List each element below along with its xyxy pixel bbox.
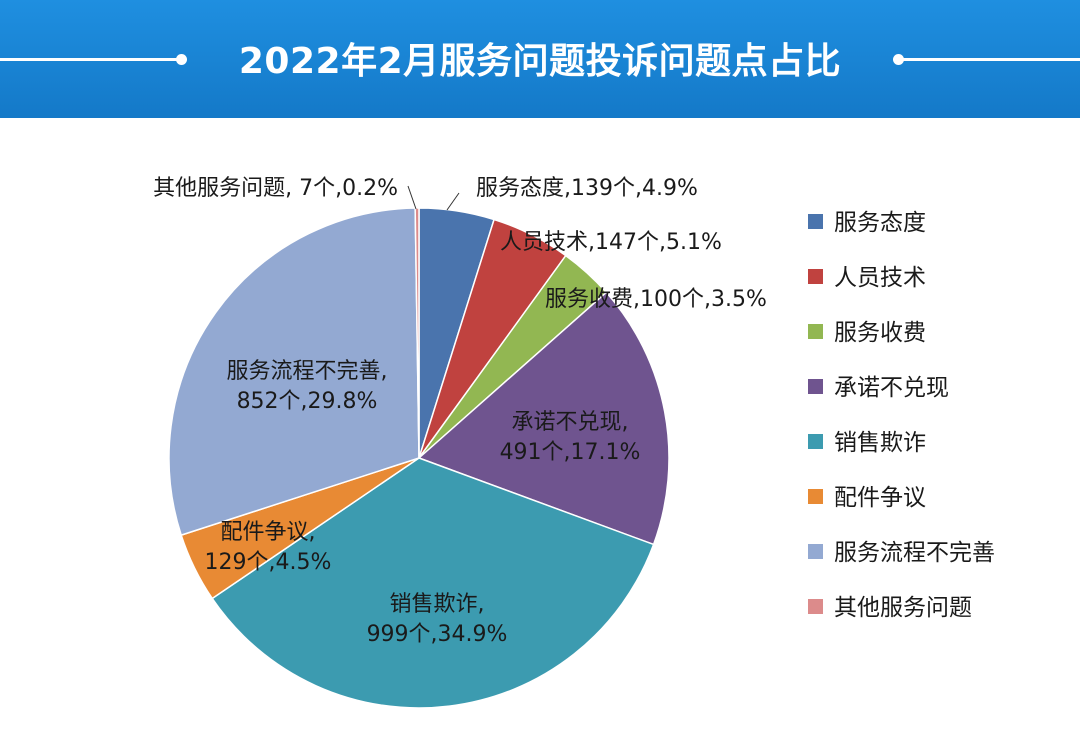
- legend-label-slice-8: 其他服务问题: [834, 595, 972, 621]
- data-label-slice-3: 服务收费,100个,3.5%: [545, 287, 767, 312]
- chart-panel: 服务态度,139个,4.9% 人员技术,147个,5.1% 服务收费,100个,3.…: [0, 118, 1080, 746]
- legend-label-slice-3: 服务收费: [834, 320, 926, 346]
- title-banner: 2022年2月服务问题投诉问题点占比: [0, 0, 1080, 118]
- leader-line-slice-8: [407, 185, 417, 210]
- legend-swatch-slice-7: [808, 544, 823, 559]
- legend-swatch-slice-1: [808, 214, 823, 229]
- data-label-slice-2: 人员技术,147个,5.1%: [500, 230, 722, 255]
- pie-slice-5: [211, 457, 655, 709]
- pie-slice-7: [168, 207, 420, 537]
- chart-title: 2022年2月服务问题投诉问题点占比: [238, 41, 842, 82]
- legend-label-slice-4: 承诺不兑现: [834, 375, 949, 401]
- data-label-slice-1: 服务态度,139个,4.9%: [476, 176, 698, 201]
- banner-rule-right: [902, 58, 1080, 61]
- legend-swatch-slice-2: [808, 269, 823, 284]
- legend-swatch-slice-4: [808, 379, 823, 394]
- pie-chart: 服务态度,139个,4.9% 人员技术,147个,5.1% 服务收费,100个,3.…: [153, 176, 995, 709]
- data-label-slice-6: 配件争议, 129个,4.5%: [205, 520, 332, 575]
- data-label-slice-8: 其他服务问题, 7个,0.2%: [153, 176, 398, 201]
- data-label-slice-5: 销售欺诈, 999个,34.9%: [367, 592, 508, 647]
- legend-label-slice-7: 服务流程不完善: [834, 540, 995, 566]
- legend-swatch-slice-3: [808, 324, 823, 339]
- legend-label-slice-1: 服务态度: [834, 210, 926, 236]
- legend-label-slice-6: 配件争议: [834, 485, 926, 511]
- leader-line-slice-1: [446, 192, 460, 211]
- legend-swatch-slice-8: [808, 599, 823, 614]
- banner-dot-right: [893, 54, 904, 65]
- banner-dot-left: [176, 54, 187, 65]
- banner-rule-left: [0, 58, 178, 61]
- data-label-slice-4: 承诺不兑现, 491个,17.1%: [500, 410, 641, 465]
- legend-label-slice-5: 销售欺诈: [834, 430, 926, 456]
- pie-slice-4: [417, 291, 670, 546]
- legend-label-slice-2: 人员技术: [834, 265, 926, 291]
- data-label-slice-7: 服务流程不完善, 852个,29.8%: [227, 359, 388, 414]
- legend-swatch-slice-6: [808, 489, 823, 504]
- legend-swatch-slice-5: [808, 434, 823, 449]
